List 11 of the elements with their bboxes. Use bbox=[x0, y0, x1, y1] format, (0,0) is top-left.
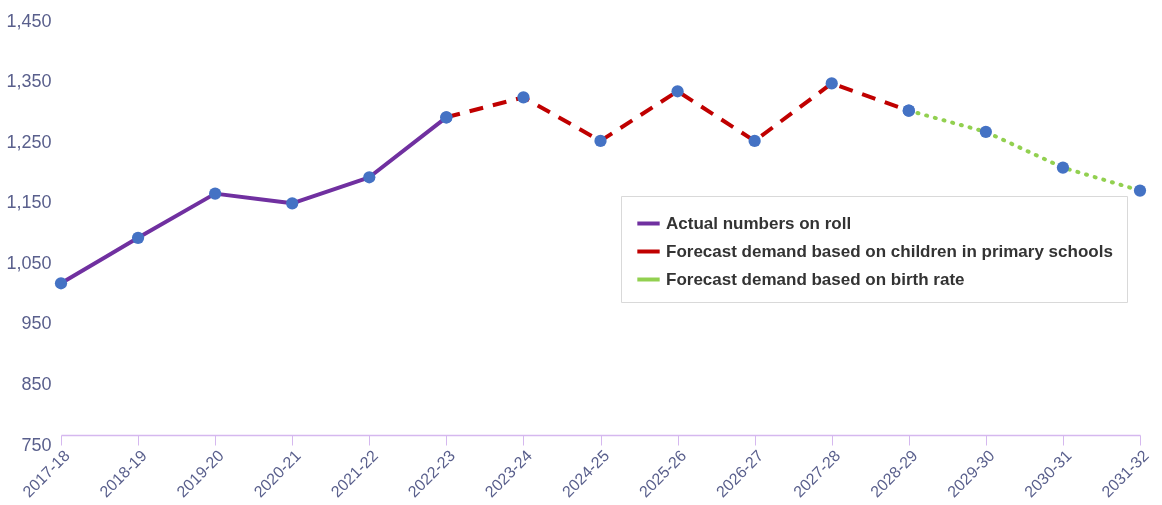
y-tick-label: 1,350 bbox=[6, 71, 52, 92]
y-tick-label: 1,150 bbox=[6, 192, 52, 213]
y-tick-label: 950 bbox=[21, 313, 52, 334]
legend-label: Actual numbers on roll bbox=[666, 213, 852, 233]
y-tick-label: 750 bbox=[21, 434, 52, 455]
y-tick-label: 1,450 bbox=[6, 10, 52, 31]
y-tick-label: 1,250 bbox=[6, 131, 52, 152]
y-tick-label: 850 bbox=[21, 373, 52, 394]
legend-label: Forecast demand based on birth rate bbox=[666, 269, 965, 289]
y-tick-label: 1,050 bbox=[6, 252, 52, 273]
legend-label: Forecast demand based on children in primary schools bbox=[666, 241, 1113, 261]
